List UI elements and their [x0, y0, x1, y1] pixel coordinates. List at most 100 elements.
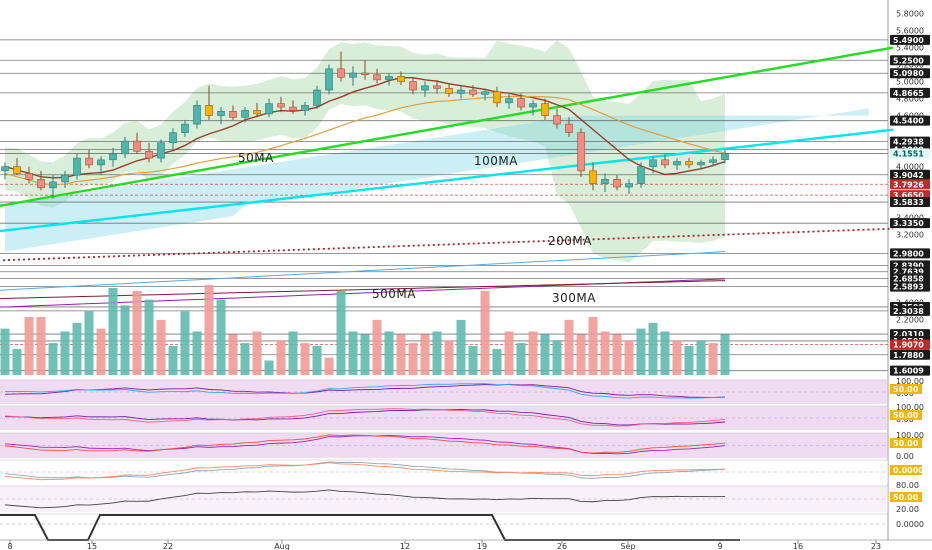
candle-body — [337, 68, 345, 78]
volume-bar — [204, 285, 214, 375]
volume-bar — [180, 311, 190, 375]
price-tick-label: 5.0000 — [896, 78, 924, 87]
candle-body — [1, 166, 9, 172]
price-tag — [890, 218, 930, 229]
volume-bar — [672, 340, 682, 375]
oscillator-line — [4, 408, 726, 427]
volume-bar — [600, 331, 610, 375]
volume-bar — [312, 346, 322, 375]
volume-bar — [96, 328, 106, 375]
candle-body — [133, 140, 141, 152]
ma-annotation-100ma: 100MA — [474, 154, 518, 168]
candle-body — [421, 85, 429, 91]
volume-bar — [636, 328, 646, 375]
candle-body — [433, 85, 441, 89]
candle-body — [61, 174, 69, 183]
volume-bar — [480, 290, 490, 375]
candle-body — [481, 91, 489, 95]
price-tag-label: 3.5833 — [893, 198, 924, 207]
volume-bar — [348, 331, 358, 375]
oscillator-tag-label: 50.00 — [893, 385, 919, 394]
candle-body — [517, 98, 525, 108]
volume-bar — [660, 331, 670, 375]
candle-body — [97, 159, 105, 166]
candle-body — [601, 179, 609, 184]
date-tick-label: 26 — [557, 542, 567, 550]
volume-bar — [48, 343, 58, 375]
candle-body — [241, 110, 249, 118]
volume-bar — [324, 357, 334, 375]
price-tag-label: 4.1551 — [893, 149, 924, 158]
price-tag-label: 2.0310 — [893, 330, 924, 339]
date-tick-label: 16 — [793, 542, 803, 550]
volume-bar — [360, 334, 370, 375]
price-tag — [890, 179, 930, 190]
plot-background — [0, 0, 888, 550]
volume-bar — [300, 343, 310, 375]
oscillator-tag-label: 50.00 — [893, 493, 919, 502]
volume-bar — [372, 319, 382, 375]
price-tag-label: 2.8390 — [893, 261, 924, 270]
candle-body — [409, 81, 417, 91]
oscillator-tag-label: 0.0000 — [893, 466, 924, 475]
price-tag — [890, 273, 930, 284]
price-tag-label: 4.2938 — [893, 138, 924, 147]
volume-bar — [108, 288, 118, 375]
volume-bar — [192, 331, 202, 375]
candle-body — [121, 140, 129, 155]
price-tag — [890, 248, 930, 259]
candle-body — [469, 89, 477, 95]
date-tick-label: 12 — [400, 542, 410, 550]
bollinger-band — [5, 40, 725, 263]
volume-bar — [36, 317, 46, 375]
oscillator-line — [4, 434, 726, 454]
volume-bar — [276, 340, 286, 375]
candle-body — [265, 103, 273, 115]
candle-body — [277, 103, 285, 108]
signal-step-line — [0, 514, 740, 541]
oscillator-tick-label: 0.00 — [896, 452, 914, 461]
oscillator-tag — [890, 465, 922, 475]
price-tick-label: 3.2000 — [896, 231, 924, 240]
price-tag-label: 3.6650 — [893, 191, 924, 200]
volume-bar — [240, 343, 250, 375]
price-tick-label: 3.4000 — [896, 214, 924, 223]
oscillator-line — [4, 383, 726, 399]
oscillator-tick-label: 100.00 — [896, 403, 924, 412]
volume-bar — [216, 299, 226, 375]
volume-bar — [60, 331, 70, 375]
oscillator-line — [4, 409, 726, 426]
candle-body — [505, 98, 513, 104]
volume-bar — [648, 322, 658, 375]
volume-bar — [468, 346, 478, 375]
oscillator-tick-label: 20.00 — [896, 505, 919, 514]
price-tag-label: 5.4900 — [893, 36, 924, 45]
date-tick-label: 23 — [871, 542, 881, 550]
candle-body — [349, 72, 357, 78]
volume-bar — [72, 322, 82, 375]
price-tag-label: 5.0980 — [893, 69, 924, 78]
price-tick-label: 5.6000 — [896, 27, 924, 36]
volume-bar — [576, 334, 586, 375]
price-tag — [890, 365, 930, 376]
candle-body — [397, 76, 405, 82]
volume-bar — [708, 343, 718, 375]
candle-body — [49, 181, 57, 189]
oscillator-tag-label: 50.00 — [893, 439, 919, 448]
candle-body — [673, 161, 681, 166]
ma-50 — [4, 95, 726, 186]
candle-body — [361, 72, 369, 76]
candle-body — [73, 157, 81, 176]
volume-bar — [336, 290, 346, 375]
price-tag-label: 1.7880 — [893, 351, 924, 360]
volume-bar — [420, 334, 430, 375]
date-tick-label: 15 — [87, 542, 97, 550]
candle-body — [589, 170, 597, 184]
volume-bar — [408, 343, 418, 375]
price-tag-label: 2.3038 — [893, 307, 924, 316]
candle-body — [697, 162, 705, 166]
price-tag — [890, 305, 930, 316]
trendline-red-dotted — [0, 227, 894, 262]
